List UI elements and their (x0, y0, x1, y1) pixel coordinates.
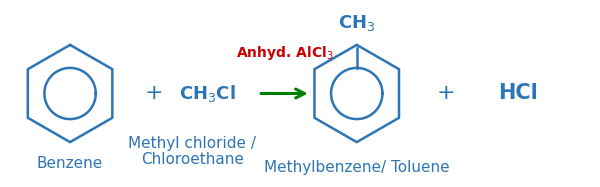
Text: +: + (437, 84, 455, 103)
Text: CH$_3$: CH$_3$ (338, 13, 376, 33)
Text: Methylbenzene/ Toluene: Methylbenzene/ Toluene (264, 160, 449, 175)
Text: CH$_3$Cl: CH$_3$Cl (179, 83, 236, 104)
Text: Anhyd. AlCl$_3$: Anhyd. AlCl$_3$ (236, 44, 333, 62)
Text: +: + (145, 84, 163, 103)
Text: HCl: HCl (498, 84, 538, 103)
Text: Chloroethane: Chloroethane (141, 152, 244, 167)
Text: Methyl chloride /: Methyl chloride / (128, 136, 257, 151)
Text: Benzene: Benzene (37, 156, 103, 171)
